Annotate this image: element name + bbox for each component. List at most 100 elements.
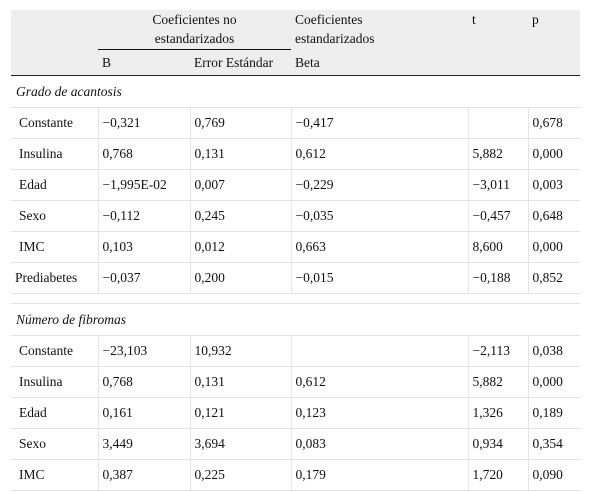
row-label: Edad (11, 169, 99, 201)
cell-t: −0,188 (468, 262, 529, 294)
cell-se: 0,007 (190, 169, 292, 201)
cell-se: 0,200 (190, 262, 292, 294)
subheader-p-empty (528, 50, 581, 76)
header-unstandardized-label: Coeficientes no estandarizados (98, 10, 292, 50)
row-label: Insulina (11, 366, 99, 398)
cell-b: 0,161 (98, 397, 191, 429)
cell-t: 1,720 (468, 459, 529, 491)
cell-b: 3,449 (98, 428, 191, 460)
cell-beta: 0,179 (291, 459, 469, 491)
row-label: IMC (11, 459, 99, 491)
table-row: Constante −23,103 10,932 −2,113 0,038 (11, 335, 581, 367)
table-row: Insulina 0,768 0,131 0,612 5,882 0,000 (11, 138, 581, 170)
subheader-beta: Beta (291, 50, 469, 76)
cell-se: 0,225 (190, 459, 292, 491)
cell-se: 0,012 (190, 231, 292, 263)
cell-p: 0,189 (528, 397, 581, 429)
header-standardized-group: Coeficientes estandarizados (291, 10, 469, 50)
cell-beta: −0,035 (291, 200, 469, 232)
table-row: Sexo 3,449 3,694 0,083 0,934 0,354 (11, 428, 581, 460)
cell-t: 5,882 (468, 138, 529, 170)
row-label: Constante (11, 107, 99, 139)
table-row: Sexo −0,112 0,245 −0,035 −0,457 0,648 (11, 200, 581, 232)
cell-se: 0,769 (190, 107, 292, 139)
cell-b: −23,103 (98, 335, 191, 367)
header-p: p (528, 10, 581, 50)
cell-t: 8,600 (468, 231, 529, 263)
cell-b: 0,768 (98, 138, 191, 170)
subheader-b: B (98, 50, 190, 76)
cell-beta: −0,229 (291, 169, 469, 201)
cell-se: 0,121 (190, 397, 292, 429)
cell-beta: 0,663 (291, 231, 469, 263)
row-label: Insulina (11, 138, 99, 170)
cell-p: 0,038 (528, 335, 581, 367)
header-t: t (468, 10, 529, 50)
subheader-t-empty (468, 50, 529, 76)
cell-se: 0,245 (190, 200, 292, 232)
cell-t: −0,457 (468, 200, 529, 232)
cell-t: −2,113 (468, 335, 529, 367)
cell-beta: 0,612 (291, 366, 469, 398)
cell-p: 0,090 (528, 459, 581, 491)
table-row: Insulina 0,768 0,131 0,612 5,882 0,000 (11, 366, 581, 398)
cell-se: 10,932 (190, 335, 292, 367)
section-spacer-cell (11, 293, 581, 304)
cell-t: 1,326 (468, 397, 529, 429)
cell-t: −3,011 (468, 169, 529, 201)
table-header: Coeficientes no estandarizados Coeficien… (11, 10, 581, 76)
cell-t (468, 107, 529, 139)
section-header-row: Grado de acantosis (11, 75, 581, 108)
cell-p: 0,354 (528, 428, 581, 460)
cell-b: 0,768 (98, 366, 191, 398)
cell-t: 5,882 (468, 366, 529, 398)
cell-b: −0,037 (98, 262, 191, 294)
cell-b: −1,995E-02 (98, 169, 191, 201)
cell-beta: −0,015 (291, 262, 469, 294)
table-row: Constante −0,321 0,769 −0,417 0,678 (11, 107, 581, 139)
cell-p: 0,003 (528, 169, 581, 201)
row-label: Constante (11, 335, 99, 367)
header-unstandardized-group: Coeficientes no estandarizados (98, 10, 292, 50)
cell-b: 0,387 (98, 459, 191, 491)
row-label: Sexo (11, 200, 99, 232)
cell-beta: 0,123 (291, 397, 469, 429)
cell-p: 0,678 (528, 107, 581, 139)
cell-se: 0,131 (190, 138, 292, 170)
cell-p: 0,000 (528, 231, 581, 263)
cell-beta: 0,083 (291, 428, 469, 460)
header-standardized-label: Coeficientes estandarizados (295, 12, 375, 46)
cell-beta: −0,417 (291, 107, 469, 139)
cell-b: −0,321 (98, 107, 191, 139)
cell-b: 0,103 (98, 231, 191, 263)
table-row: Prediabetes −0,037 0,200 −0,015 −0,188 0,852 (11, 262, 581, 294)
section-title: Grado de acantosis (11, 75, 581, 108)
row-label: Edad (11, 397, 99, 429)
table-row: IMC 0,387 0,225 0,179 1,720 0,090 (11, 459, 581, 491)
cell-beta: 0,612 (291, 138, 469, 170)
table-row: IMC 0,103 0,012 0,663 8,600 0,000 (11, 231, 581, 263)
subheader-se: Error Estándar (190, 50, 292, 76)
cell-beta (291, 335, 469, 367)
cell-p: 0,000 (528, 138, 581, 170)
cell-b: −0,112 (98, 200, 191, 232)
table-body: Grado de acantosis Constante −0,321 0,769 −0… (11, 75, 581, 491)
regression-table-container: Coeficientes no estandarizados Coeficien… (11, 10, 581, 491)
section-header-row: Número de fibromas (11, 303, 581, 336)
section-title: Número de fibromas (11, 303, 581, 336)
table-row: Edad −1,995E-02 0,007 −0,229 −3,011 0,003 (11, 169, 581, 201)
cell-t: 0,934 (468, 428, 529, 460)
row-label: Sexo (11, 428, 99, 460)
cell-se: 0,131 (190, 366, 292, 398)
subheader-empty-cell (11, 50, 98, 76)
cell-p: 0,852 (528, 262, 581, 294)
header-empty-cell (11, 10, 98, 50)
regression-table: Coeficientes no estandarizados Coeficien… (11, 10, 581, 491)
row-label: IMC (11, 231, 99, 263)
cell-se: 3,694 (190, 428, 292, 460)
row-label: Prediabetes (11, 262, 99, 294)
section-spacer (11, 293, 581, 304)
cell-p: 0,648 (528, 200, 581, 232)
table-row: Edad 0,161 0,121 0,123 1,326 0,189 (11, 397, 581, 429)
cell-p: 0,000 (528, 366, 581, 398)
